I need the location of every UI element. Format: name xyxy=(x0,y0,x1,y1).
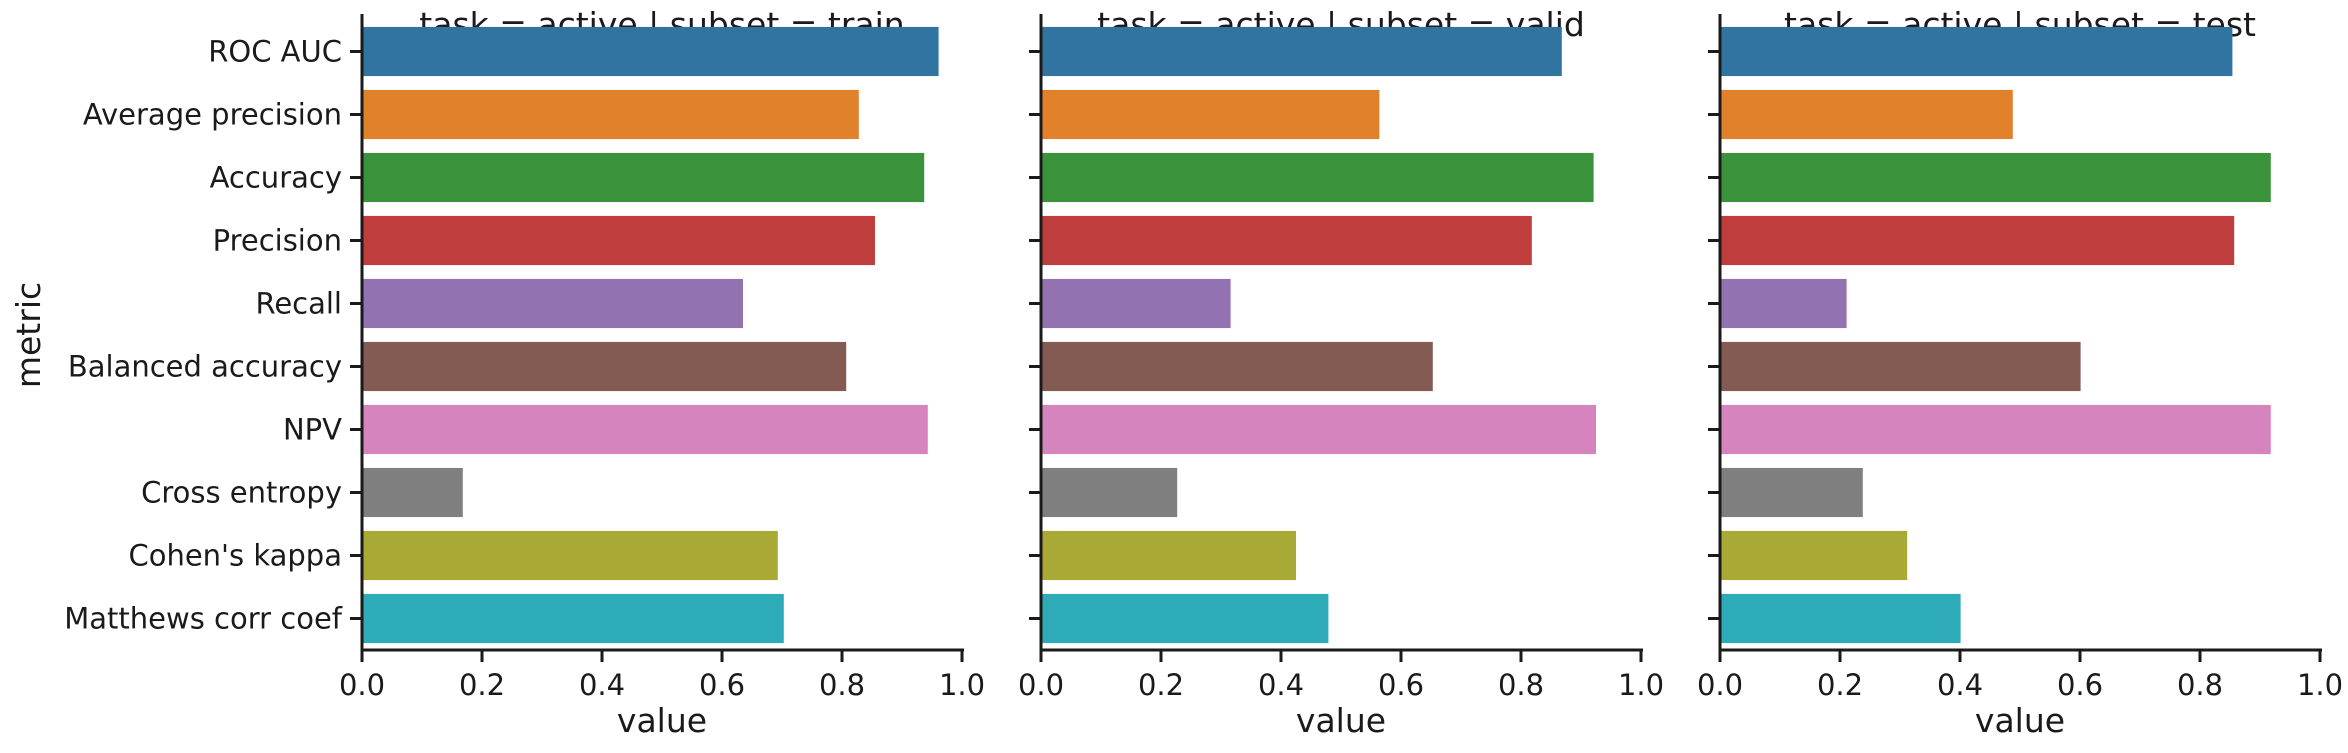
x-axis-title: value xyxy=(1975,701,2065,740)
y-tick-label: Cross entropy xyxy=(141,476,342,510)
bar-cross-entropy xyxy=(1041,467,1178,518)
y-tick-label: Average precision xyxy=(83,98,342,132)
y-tick-label: Cohen's kappa xyxy=(128,539,342,573)
x-tick-label: 1.0 xyxy=(939,668,985,702)
bar-balanced-accuracy xyxy=(1720,341,2081,392)
bar-recall xyxy=(362,278,743,329)
x-tick-label: 0.8 xyxy=(2177,668,2223,702)
bar-npv xyxy=(1041,404,1596,455)
x-tick-label: 0.6 xyxy=(2057,668,2103,702)
bar-average-precision xyxy=(1720,89,2013,140)
x-tick-label: 0.4 xyxy=(579,668,625,702)
y-tick-label: Balanced accuracy xyxy=(68,350,342,384)
x-tick-label: 0.4 xyxy=(1937,668,1983,702)
bar-cross-entropy xyxy=(362,467,463,518)
y-axis-title: metric xyxy=(9,282,48,388)
bar-roc-auc xyxy=(1720,26,2233,77)
x-tick-label: 0.8 xyxy=(819,668,865,702)
bar-matthews-corr-coef xyxy=(362,593,784,644)
bar-balanced-accuracy xyxy=(1041,341,1433,392)
bar-recall xyxy=(1041,278,1231,329)
x-tick-label: 1.0 xyxy=(1618,668,1664,702)
bar-average-precision xyxy=(362,89,859,140)
x-tick-label: 0.0 xyxy=(1697,668,1743,702)
x-tick-label: 0.4 xyxy=(1258,668,1304,702)
bar-cohen-s-kappa xyxy=(1041,530,1296,581)
x-axis-title: value xyxy=(1296,701,1386,740)
bar-accuracy xyxy=(1720,152,2271,203)
x-tick-label: 0.2 xyxy=(1138,668,1184,702)
x-tick-label: 0.2 xyxy=(1817,668,1863,702)
y-tick-label: NPV xyxy=(283,413,342,447)
x-tick-label: 0.2 xyxy=(459,668,505,702)
x-axis-title: value xyxy=(617,701,707,740)
bar-precision xyxy=(1720,215,2235,266)
bar-cohen-s-kappa xyxy=(362,530,778,581)
bar-precision xyxy=(1041,215,1532,266)
x-tick-label: 0.6 xyxy=(699,668,745,702)
bar-roc-auc xyxy=(1041,26,1562,77)
y-tick-label: Recall xyxy=(255,287,342,321)
bar-cross-entropy xyxy=(1720,467,1863,518)
bar-average-precision xyxy=(1041,89,1380,140)
bar-matthews-corr-coef xyxy=(1041,593,1329,644)
x-tick-label: 1.0 xyxy=(2297,668,2343,702)
y-tick-label: Precision xyxy=(213,224,342,258)
bar-matthews-corr-coef xyxy=(1720,593,1961,644)
bar-roc-auc xyxy=(362,26,939,77)
bar-recall xyxy=(1720,278,1847,329)
x-tick-label: 0.0 xyxy=(1018,668,1064,702)
bar-cohen-s-kappa xyxy=(1720,530,1908,581)
y-tick-label: Accuracy xyxy=(210,161,342,195)
bar-npv xyxy=(362,404,928,455)
bar-balanced-accuracy xyxy=(362,341,847,392)
bar-accuracy xyxy=(1041,152,1594,203)
bar-accuracy xyxy=(362,152,925,203)
x-tick-label: 0.6 xyxy=(1378,668,1424,702)
y-tick-label: ROC AUC xyxy=(208,35,342,69)
x-tick-label: 0.8 xyxy=(1498,668,1544,702)
bar-precision xyxy=(362,215,875,266)
y-tick-label: Matthews corr coef xyxy=(64,602,343,636)
bar-npv xyxy=(1720,404,2271,455)
x-tick-label: 0.0 xyxy=(339,668,385,702)
